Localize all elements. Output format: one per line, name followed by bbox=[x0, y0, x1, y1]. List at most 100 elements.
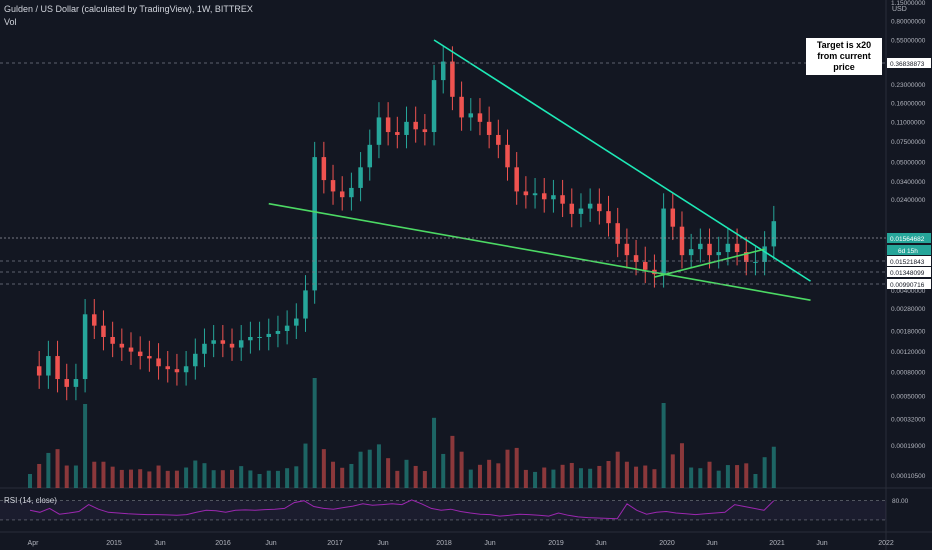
candle-body bbox=[679, 226, 685, 256]
trendline-upper-resistance[interactable] bbox=[433, 39, 811, 282]
time-axis-label: Jun bbox=[706, 540, 717, 547]
candle-body bbox=[202, 343, 207, 354]
volume-bar bbox=[477, 464, 482, 488]
volume-bar bbox=[707, 461, 712, 488]
time-axis-label: 2020 bbox=[659, 540, 675, 547]
price-label-text: 0.01348099 bbox=[890, 270, 925, 277]
candle-body bbox=[294, 318, 299, 326]
candle-body bbox=[661, 208, 666, 275]
time-axis-label: Jun bbox=[595, 540, 606, 547]
price-axis-tick: 0.00180000 bbox=[891, 329, 926, 336]
time-axis-label: Jun bbox=[816, 540, 827, 547]
candle-body bbox=[367, 144, 373, 168]
time-axis-label: 2017 bbox=[327, 540, 343, 547]
volume-bar bbox=[542, 467, 547, 488]
price-axis-tick: 0.00010500 bbox=[891, 473, 926, 480]
volume-bar bbox=[698, 468, 703, 488]
chart-title: Gulden / US Dollar (calculated by Tradin… bbox=[4, 4, 253, 14]
candle-body bbox=[312, 157, 317, 291]
candle-body bbox=[413, 121, 418, 130]
volume-bar bbox=[560, 464, 565, 488]
volume-label: Vol bbox=[4, 17, 17, 27]
volume-bar bbox=[487, 459, 492, 488]
volume-bar bbox=[744, 463, 749, 488]
volume-bar bbox=[165, 470, 170, 488]
candle-body bbox=[569, 203, 575, 214]
volume-bar bbox=[569, 462, 574, 488]
price-label-text: 0.01521843 bbox=[890, 259, 925, 266]
price-axis-tick: 0.55000000 bbox=[891, 38, 926, 45]
candle-body bbox=[128, 347, 134, 352]
volume-bar bbox=[386, 458, 391, 488]
candle-body bbox=[110, 336, 115, 344]
volume-bar bbox=[331, 461, 336, 488]
time-axis-label: 2016 bbox=[215, 540, 231, 547]
volume-bar bbox=[597, 465, 602, 488]
candle-body bbox=[477, 113, 483, 122]
volume-bar bbox=[753, 474, 758, 488]
volume-bar bbox=[634, 466, 639, 488]
volume-bar bbox=[578, 468, 583, 488]
candle-body bbox=[771, 221, 777, 247]
time-axis-label: 2015 bbox=[106, 540, 122, 547]
candle-body bbox=[64, 379, 69, 387]
volume-bar bbox=[321, 449, 326, 488]
volume-bar bbox=[248, 470, 253, 488]
volume-bar bbox=[28, 474, 32, 488]
volume-bar bbox=[679, 443, 684, 488]
volume-bar bbox=[184, 467, 189, 488]
volume-bar bbox=[514, 447, 519, 488]
volume-bar bbox=[55, 449, 60, 488]
price-axis-tick: 0.00080000 bbox=[891, 370, 926, 377]
candle-body bbox=[725, 243, 731, 253]
volume-bar bbox=[551, 469, 556, 488]
candle-body bbox=[505, 144, 510, 168]
price-label-text: 0.00990716 bbox=[890, 282, 925, 289]
price-axis-tick: 0.00280000 bbox=[891, 306, 926, 313]
volume-bar bbox=[303, 443, 308, 488]
candle-body bbox=[303, 290, 308, 319]
candle-body bbox=[551, 195, 556, 200]
candle-body bbox=[468, 113, 474, 118]
volume-bar bbox=[266, 470, 271, 488]
candle-body bbox=[624, 243, 630, 256]
current-price-text: 0.01564682 bbox=[890, 236, 925, 243]
countdown-box bbox=[887, 245, 931, 255]
candle-body bbox=[358, 167, 363, 188]
candle-body bbox=[450, 61, 455, 97]
candle-body bbox=[147, 356, 152, 359]
candle-body bbox=[330, 180, 336, 192]
candle-body bbox=[101, 325, 106, 337]
volume-bar bbox=[349, 463, 354, 488]
volume-bar bbox=[285, 468, 290, 488]
candle-body bbox=[440, 61, 446, 81]
candle-body bbox=[422, 129, 428, 133]
volume-bar bbox=[588, 468, 593, 488]
candle-body bbox=[36, 366, 42, 376]
volume-bar bbox=[46, 452, 51, 488]
candle-body bbox=[698, 243, 703, 250]
candle-body bbox=[744, 252, 749, 262]
volume-bar bbox=[771, 446, 776, 488]
price-label-box bbox=[887, 58, 931, 68]
volume-bar bbox=[404, 459, 409, 488]
candle-body bbox=[73, 379, 79, 387]
volume-bar bbox=[624, 461, 629, 488]
target-annotation: Target is x20 from current price bbox=[806, 38, 882, 75]
volume-bar bbox=[340, 467, 345, 488]
volume-bar bbox=[129, 469, 134, 488]
price-axis-tick: 0.11000000 bbox=[891, 119, 925, 126]
volume-bar bbox=[147, 471, 152, 488]
price-axis-tick: 0.02400000 bbox=[891, 197, 926, 204]
volume-bar bbox=[468, 469, 473, 488]
candle-body bbox=[257, 336, 262, 338]
candle-body bbox=[707, 243, 712, 256]
volume-bar bbox=[413, 465, 418, 488]
trendline-inner-support[interactable] bbox=[654, 248, 765, 278]
volume-bar bbox=[422, 471, 427, 488]
volume-bar bbox=[101, 461, 106, 488]
volume-bar bbox=[615, 451, 620, 488]
candle-body bbox=[597, 203, 602, 212]
volume-bar bbox=[689, 467, 694, 488]
